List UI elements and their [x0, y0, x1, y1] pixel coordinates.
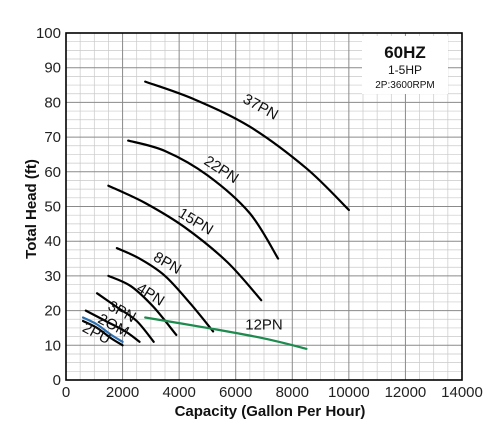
curve-2pu [81, 319, 124, 347]
y-tick-label: 50 [44, 199, 61, 216]
x-tick-label: 8000 [276, 384, 309, 401]
curve-8pn [115, 247, 215, 333]
curve-15pn [107, 184, 263, 302]
x-tick-label: 4000 [162, 384, 195, 401]
y-tick-label: 20 [44, 303, 61, 320]
y-tick-label: 40 [44, 233, 61, 250]
curve-blue [81, 316, 124, 343]
x-tick-label: 0 [62, 384, 70, 401]
y-tick-label: 70 [44, 129, 61, 146]
curve-2om [84, 309, 141, 343]
curve-label-12pn: 12PN [245, 317, 283, 334]
y-tick-labels: 0 10 20 30 40 50 60 70 80 90 100 [36, 25, 61, 389]
y-tick-label: 80 [44, 94, 61, 111]
pump-curves [81, 80, 350, 350]
curve-22pn [127, 139, 280, 260]
curve-label-37pn: 37PN [240, 91, 281, 124]
x-tick-label: 2000 [106, 384, 139, 401]
y-tick-label: 10 [44, 337, 61, 354]
legend-background [362, 36, 448, 94]
x-tick-label: 6000 [219, 384, 252, 401]
x-axis-title: Capacity (Gallon Per Hour) [175, 403, 366, 420]
plot-frame [65, 32, 463, 381]
x-tick-label: 10000 [328, 384, 370, 401]
y-tick-label: 30 [44, 268, 61, 285]
y-tick-label: 60 [44, 164, 61, 181]
curve-37pn [144, 80, 350, 212]
legend-frequency: 60HZ [384, 43, 426, 62]
x-tick-label: 14000 [441, 384, 483, 401]
y-axis-title: Total Head (ft) [23, 159, 40, 259]
legend-box: 60HZ 1-5HP 2P:3600RPM [362, 36, 448, 94]
curve-3pn [96, 292, 155, 343]
x-tick-labels: 0 2000 4000 6000 8000 10000 12000 14000 [62, 384, 483, 401]
x-tick-label: 12000 [385, 384, 427, 401]
curve-4pn [107, 274, 178, 336]
curve-12pn [144, 316, 308, 350]
curve-label-15pn: 15PN [175, 205, 216, 239]
y-tick-label: 100 [36, 25, 61, 42]
legend-speed: 2P:3600RPM [375, 80, 434, 91]
legend-power: 1-5HP [388, 63, 422, 77]
y-tick-label: 90 [44, 60, 61, 77]
y-tick-label: 0 [53, 372, 61, 389]
